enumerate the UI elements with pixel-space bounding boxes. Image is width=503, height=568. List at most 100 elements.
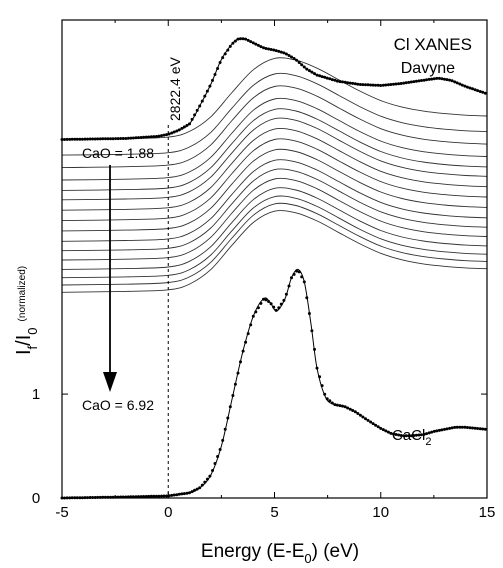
series-point-cacl2-139 [414,433,418,437]
series-point-cacl2-161 [471,426,474,430]
series-point-davyne-41 [165,133,169,137]
series-point-cacl2-105 [328,399,332,403]
series-point-davyne-127 [384,83,388,87]
series-point-davyne-37 [154,135,158,138]
spectrum-line-7 [61,128,488,211]
series-point-cacl2-101 [318,375,322,379]
spectrum-line-13 [61,187,488,270]
series-point-cacl2-143 [425,432,429,436]
series-point-cacl2-90 [290,276,293,280]
series-point-cacl2-114 [351,409,355,412]
series-point-davyne-1 [63,138,66,141]
series-point-davyne-21 [114,137,118,141]
series-point-cacl2-129 [389,431,393,435]
series-point-cacl2-34 [147,494,151,498]
series-point-davyne-48 [182,125,186,129]
series-point-davyne-161 [471,87,474,91]
series-point-davyne-117 [358,83,362,86]
series-point-cacl2-108 [335,403,339,407]
edge-energy-label: 2822.4 eV [167,57,183,121]
series-point-cacl2-76 [254,310,258,314]
x-axis-label-main: Energy (E-E [201,541,304,562]
series-point-davyne-3 [68,137,72,141]
series-point-davyne-4 [70,137,74,141]
series-point-davyne-58 [208,84,212,88]
series-point-davyne-43 [170,131,174,135]
series-point-davyne-75 [251,41,255,45]
series-point-cacl2-70 [239,360,242,364]
series-point-davyne-64 [223,52,227,56]
series-point-davyne-69 [236,37,240,41]
series-point-cacl2-79 [262,297,265,301]
series-point-davyne-103 [323,75,327,79]
series-point-davyne-70 [239,37,242,41]
series-point-davyne-146 [432,77,436,81]
x-tick-label-4: 15 [479,504,496,521]
spectrum-line-2 [61,72,488,156]
series-point-cacl2-40 [162,494,166,498]
series-point-cacl2-102 [320,384,324,388]
series-point-davyne-36 [152,135,156,139]
series-cacl2 [60,268,488,500]
series-point-davyne-5 [73,137,77,141]
series-point-cacl2-93 [297,270,301,274]
series-point-cacl2-68 [233,382,237,386]
series-point-davyne-79 [262,46,265,50]
series-point-davyne-86 [279,50,283,54]
series-point-davyne-138 [412,80,416,84]
series-point-cacl2-49 [185,491,189,495]
series-point-davyne-82 [269,48,273,51]
series-point-cacl2-81 [267,300,271,303]
series-point-davyne-84 [274,49,278,53]
series-point-davyne-115 [353,82,357,86]
axis-ticks: -5 0 5 10 15 0 1 [32,20,496,521]
series-point-davyne-128 [386,83,390,87]
series-point-cacl2-57 [205,477,209,481]
series-point-davyne-100 [315,73,319,77]
series-point-davyne-51 [190,117,194,121]
series-point-davyne-130 [392,82,395,86]
series-point-cacl2-82 [269,302,273,306]
series-point-cacl2-138 [412,434,416,437]
series-davyne [60,37,488,141]
series-point-davyne-71 [241,37,245,41]
series-point-davyne-101 [318,74,322,78]
series-point-cacl2-97 [307,312,311,315]
series-point-davyne-123 [374,83,378,87]
series-point-cacl2-113 [348,407,352,411]
series-point-davyne-39 [160,134,163,138]
series-point-davyne-94 [300,63,304,67]
series-point-cacl2-91 [292,272,296,276]
series-point-cacl2-33 [144,495,148,498]
series-point-davyne-109 [338,80,342,84]
series-point-davyne-88 [284,52,288,56]
series-point-cacl2-38 [157,494,161,498]
series-point-cacl2-69 [236,371,240,375]
series-point-cacl2-44 [172,493,176,497]
series-point-cacl2-158 [463,425,467,429]
series-point-davyne-158 [463,84,467,88]
series-point-cacl2-107 [333,403,337,407]
series-point-cacl2-120 [366,418,370,422]
series-point-davyne-104 [325,76,329,80]
series-point-davyne-38 [157,134,161,138]
series-point-davyne-83 [272,48,276,52]
series-point-cacl2-103 [323,392,327,396]
y-axis-label-sub-f: f [25,345,40,349]
series-point-davyne-18 [106,137,110,141]
spectrum-line-1 [61,57,488,140]
series-point-davyne-73 [246,38,250,42]
series-point-cacl2-96 [305,296,309,300]
series-point-davyne-114 [351,81,355,85]
series-point-cacl2-166 [483,427,487,431]
series-point-cacl2-123 [374,423,378,427]
series-point-cacl2-159 [465,426,469,429]
spectrum-line-10 [61,159,488,242]
y-axis-label-main: I [13,349,35,355]
spectrum-line-11 [61,168,488,252]
spectrum-line-8 [61,138,488,222]
series-point-cacl2-136 [407,434,411,438]
series-point-davyne-140 [417,79,421,83]
series-point-davyne-125 [379,84,383,87]
series-point-davyne-151 [445,78,449,82]
